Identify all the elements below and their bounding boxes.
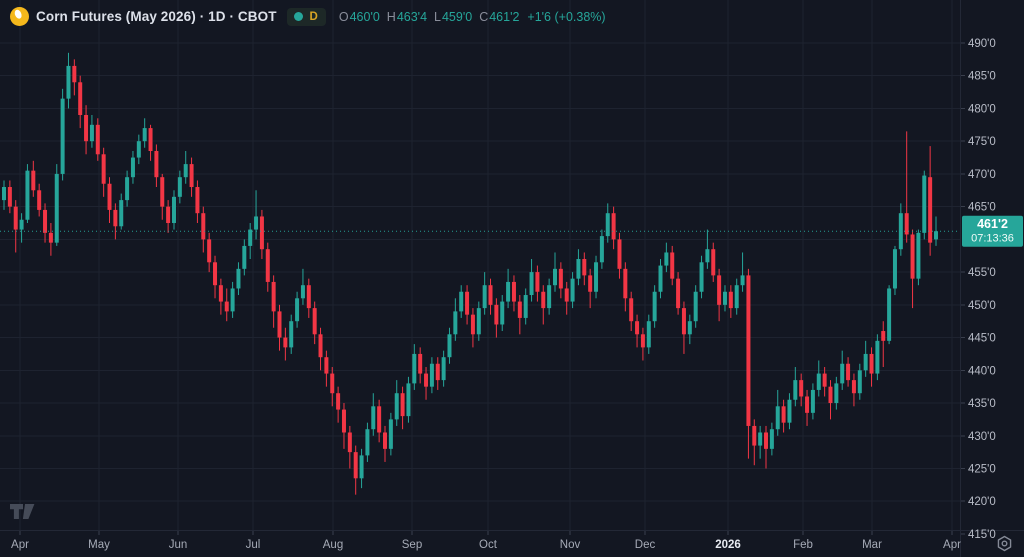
svg-text:Jun: Jun bbox=[169, 539, 188, 551]
gear-icon[interactable] bbox=[994, 533, 1015, 554]
symbol-title[interactable]: Corn Futures (May 2026) · 1D · CBOT bbox=[36, 9, 277, 24]
svg-text:461'2: 461'2 bbox=[977, 217, 1008, 231]
svg-text:Apr: Apr bbox=[11, 539, 29, 551]
ohlc-high: H463'4 bbox=[386, 9, 428, 24]
svg-text:445'0: 445'0 bbox=[968, 333, 996, 345]
time-scale[interactable] bbox=[0, 530, 960, 557]
price-scale-labels: 490'0 485'0 480'0 475'0 470'0 465'0 455'0 450'0… bbox=[961, 38, 996, 541]
svg-text:Oct: Oct bbox=[479, 539, 498, 551]
axis-corner bbox=[960, 530, 1024, 557]
svg-text:Dec: Dec bbox=[635, 539, 656, 551]
price-scale[interactable] bbox=[960, 0, 1024, 530]
ohlc-open: O460'0 bbox=[338, 9, 380, 24]
svg-text:Sep: Sep bbox=[402, 539, 422, 551]
svg-text:425'0: 425'0 bbox=[968, 463, 996, 475]
svg-text:May: May bbox=[88, 539, 110, 551]
svg-text:440'0: 440'0 bbox=[968, 365, 996, 377]
tradingview-logo[interactable] bbox=[10, 504, 36, 520]
svg-text:475'0: 475'0 bbox=[968, 136, 996, 148]
svg-text:Jul: Jul bbox=[246, 539, 261, 551]
svg-text:Feb: Feb bbox=[793, 539, 813, 551]
svg-text:485'0: 485'0 bbox=[968, 71, 996, 83]
last-price-badge: 461'2 07:13:36 bbox=[962, 215, 1023, 247]
ohlc-low: L459'0 bbox=[434, 9, 473, 24]
svg-text:450'0: 450'0 bbox=[968, 300, 996, 312]
chart-header: Corn Futures (May 2026) · 1D · CBOT D O4… bbox=[10, 7, 606, 26]
svg-text:480'0: 480'0 bbox=[968, 103, 996, 115]
market-status-dot-icon bbox=[293, 12, 303, 21]
svg-text:430'0: 430'0 bbox=[968, 431, 996, 443]
time-scale-labels: Apr May Jun Jul Aug Sep Oct Nov Dec 2026 Feb Mar Apr bbox=[11, 531, 961, 551]
candles bbox=[2, 52, 938, 495]
svg-text:Nov: Nov bbox=[560, 539, 581, 551]
svg-text:2026: 2026 bbox=[715, 539, 741, 551]
interval-pill[interactable]: D bbox=[286, 7, 326, 26]
interval-label: D bbox=[309, 10, 318, 23]
corn-symbol-icon bbox=[10, 7, 29, 26]
svg-text:Aug: Aug bbox=[323, 539, 343, 551]
svg-text:435'0: 435'0 bbox=[968, 398, 996, 410]
svg-text:07:13:36: 07:13:36 bbox=[971, 233, 1014, 245]
time-axis-background bbox=[0, 531, 961, 557]
svg-text:470'0: 470'0 bbox=[968, 169, 996, 181]
svg-text:455'0: 455'0 bbox=[968, 267, 996, 279]
svg-text:490'0: 490'0 bbox=[968, 38, 996, 50]
grid bbox=[0, 0, 960, 530]
ohlc-close: C461'2 bbox=[479, 9, 520, 24]
ohlc-readout: O460'0 H463'4 L459'0 C461'2 +1'6 (+0.38%… bbox=[339, 10, 606, 24]
svg-text:415'0: 415'0 bbox=[968, 529, 996, 541]
svg-text:Mar: Mar bbox=[862, 539, 882, 551]
svg-text:Apr: Apr bbox=[943, 539, 961, 551]
change-readout: +1'6 (+0.38%) bbox=[527, 9, 606, 24]
svg-text:420'0: 420'0 bbox=[968, 496, 996, 508]
svg-text:465'0: 465'0 bbox=[968, 202, 996, 214]
